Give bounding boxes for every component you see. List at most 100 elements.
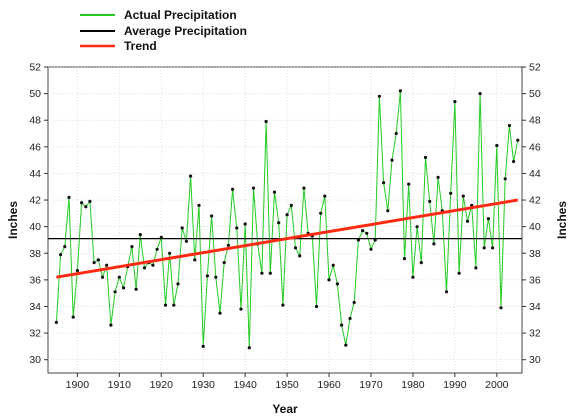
data-point-actual <box>222 261 226 265</box>
data-point-actual <box>272 190 277 194</box>
x-tick-label: 1910 <box>108 379 132 391</box>
y-axis-title-right: Inches <box>555 201 569 239</box>
x-tick-label: 1950 <box>275 379 299 391</box>
x-tick-label: 1930 <box>192 379 216 391</box>
data-point-actual <box>151 263 155 267</box>
data-point-actual <box>100 275 105 279</box>
data-point-actual <box>298 254 302 258</box>
y-tick-label-left: 42 <box>29 195 41 207</box>
y-tick-label-right: 40 <box>529 221 541 233</box>
data-point-actual <box>92 261 96 265</box>
data-point-actual <box>289 203 293 207</box>
data-point-actual <box>243 222 247 226</box>
data-point-actual <box>268 271 272 275</box>
data-point-actual <box>226 243 230 247</box>
data-point-actual <box>134 287 138 291</box>
y-tick-label-right: 46 <box>529 141 541 153</box>
data-point-actual <box>218 311 222 315</box>
data-point-actual <box>432 242 436 246</box>
data-point-actual <box>130 245 134 249</box>
x-tick-label: 1970 <box>359 379 383 391</box>
data-point-actual <box>486 217 490 221</box>
y-tick-label-left: 34 <box>29 301 41 313</box>
data-point-actual <box>172 303 176 307</box>
data-point-actual <box>210 214 214 218</box>
legend-label-actual: Actual Precipitation <box>124 8 237 22</box>
legend-label-trend: Trend <box>124 39 157 53</box>
data-point-actual <box>121 286 126 290</box>
legend: Actual Precipitation Average Precipitati… <box>80 8 247 53</box>
data-point-actual <box>365 231 369 235</box>
data-point-actual <box>71 315 75 319</box>
series-line-trend <box>56 198 519 279</box>
y-tick-label-right: 48 <box>529 115 541 127</box>
data-point-actual <box>491 246 495 250</box>
data-point-actual <box>411 275 415 279</box>
data-point-actual <box>168 251 172 255</box>
y-tick-label-left: 46 <box>29 141 41 153</box>
data-point-actual <box>394 131 398 136</box>
data-point-actual <box>293 246 298 250</box>
y-tick-label-right: 36 <box>529 274 541 286</box>
y-tick-label-left: 38 <box>29 248 41 260</box>
data-point-actual <box>251 186 256 190</box>
data-point-actual <box>277 221 281 225</box>
data-point-actual <box>507 123 511 128</box>
y-tick-label-left: 36 <box>29 274 41 286</box>
data-point-actual <box>361 229 365 233</box>
x-tick-label: 1940 <box>233 379 257 391</box>
x-tick-label: 1900 <box>66 379 90 391</box>
y-tick-label-left: 32 <box>29 328 41 340</box>
y-tick-label-left: 40 <box>29 221 41 233</box>
data-point-actual <box>382 181 386 185</box>
y-tick-label-right: 30 <box>529 354 541 366</box>
data-point-actual <box>302 186 306 190</box>
data-point-actual <box>386 209 390 213</box>
grid <box>48 66 522 373</box>
data-point-actual <box>80 201 84 205</box>
data-point-actual <box>444 290 449 294</box>
data-point-actual <box>54 320 59 324</box>
data-point-actual <box>59 253 63 257</box>
data-point-actual <box>503 177 507 181</box>
data-point-actual <box>84 205 88 209</box>
x-tick-label: 2000 <box>485 379 509 391</box>
data-point-actual <box>457 271 461 275</box>
data-point-actual <box>335 282 339 286</box>
data-point-actual <box>319 211 323 215</box>
data-point-actual <box>423 155 428 160</box>
data-point-actual <box>142 266 147 270</box>
data-point-actual <box>75 269 79 273</box>
data-point-actual <box>197 203 201 207</box>
data-point-actual <box>352 300 356 305</box>
data-point-actual <box>398 89 402 93</box>
data-point-actual <box>163 303 168 307</box>
x-tick-label: 1920 <box>150 379 174 391</box>
data-point-actual <box>340 323 344 327</box>
data-point-actual <box>344 343 348 347</box>
data-point-actual <box>428 199 432 203</box>
data-point-actual <box>407 182 411 186</box>
data-point-actual <box>461 194 465 198</box>
data-point-actual <box>113 290 117 294</box>
data-point-actual <box>516 138 520 142</box>
data-point-actual <box>465 219 470 223</box>
y-tick-label-left: 44 <box>29 168 41 180</box>
data-point-actual <box>214 275 218 279</box>
data-point-actual <box>482 246 486 250</box>
data-point-actual <box>180 226 184 230</box>
data-point-actual <box>495 143 499 148</box>
y-tick-label-left: 52 <box>29 62 41 74</box>
data-point-actual <box>189 174 193 178</box>
data-point-actual <box>155 247 159 251</box>
axes: 30 30 32 32 34 34 36 36 38 38 40 40 42 42 44 44 46 46 48 48… <box>29 62 541 392</box>
data-point-actual <box>201 344 205 348</box>
data-point-actual <box>377 94 381 98</box>
data-point-actual <box>419 261 423 265</box>
data-point-actual <box>239 307 243 311</box>
data-point-actual <box>235 226 239 230</box>
data-point-actual <box>285 213 289 217</box>
data-point-actual <box>63 245 67 249</box>
y-axis-title-left: Inches <box>6 201 20 239</box>
